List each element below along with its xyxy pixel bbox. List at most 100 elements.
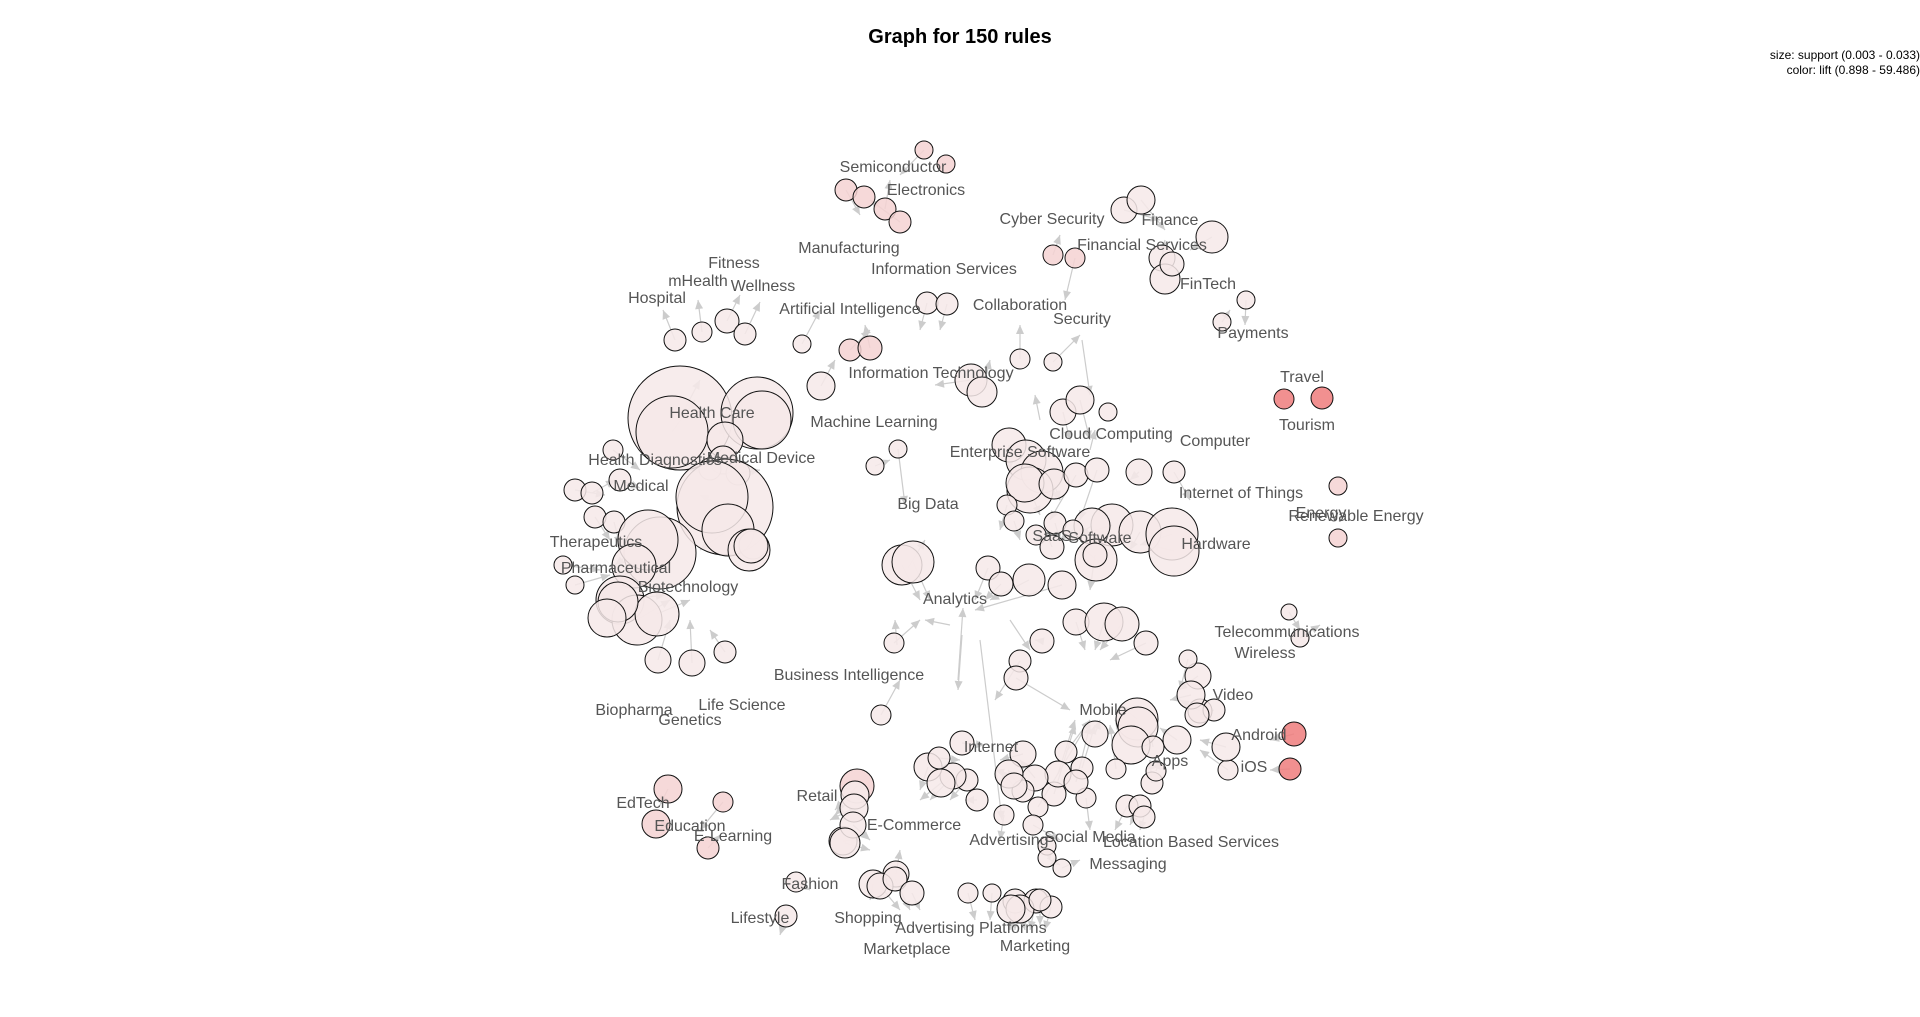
item-label-hospital: Hospital (628, 290, 686, 307)
rule-node (1065, 385, 1095, 415)
edge-arrowhead (1021, 640, 1030, 650)
rule-node (691, 321, 713, 343)
item-label-biopharma: Biopharma (595, 702, 672, 719)
rule-node (865, 456, 885, 476)
edge-arrowhead (918, 320, 927, 330)
edge-arrowhead (686, 620, 695, 630)
edge-arrowhead (1070, 335, 1080, 345)
rule-node (1310, 386, 1334, 410)
edge-arrowhead (899, 495, 908, 505)
rule-node (1000, 772, 1028, 800)
edge-arrowhead (1078, 640, 1087, 650)
edge-arrowhead (894, 850, 903, 860)
item-label-pharmaceutical: Pharmaceutical (561, 560, 671, 577)
rule-node (1082, 542, 1108, 568)
edge-arrowhead (1182, 490, 1190, 500)
rule-node (1278, 757, 1302, 781)
item-label-wireless: Wireless (1234, 645, 1295, 662)
rule-node (713, 640, 737, 664)
rule-node (1104, 606, 1140, 642)
rule-node (1211, 732, 1241, 762)
item-label-hardware: Hardware (1181, 536, 1250, 553)
item-label-computer: Computer (1180, 433, 1251, 450)
edge-arrowhead (1013, 530, 1022, 540)
rule-node (935, 292, 959, 316)
edge-arrowhead (891, 900, 900, 910)
edge-arrowhead (912, 590, 920, 600)
item-label-internet: Internet (964, 739, 1019, 756)
item-label-machine-learning: Machine Learning (810, 414, 937, 431)
rule-node (993, 804, 1015, 826)
edge-arrowhead (778, 925, 787, 935)
edge-arrowhead (1084, 820, 1093, 830)
rule-node (996, 894, 1026, 924)
rule-node (882, 866, 908, 892)
rule-node (888, 210, 912, 234)
edge-arrowhead (1291, 620, 1300, 630)
rule-node (553, 555, 573, 575)
edge-arrowhead (601, 530, 610, 540)
rule-node (966, 376, 998, 408)
edge-arrowhead (950, 790, 959, 800)
edge-arrowhead (1063, 430, 1072, 440)
item-label-energy: Energy (1296, 505, 1347, 522)
rule-node (1039, 534, 1065, 560)
edge-arrowhead (954, 680, 963, 690)
edge-arrowhead (1115, 820, 1123, 830)
edge-arrowhead (1110, 652, 1120, 660)
edge-arrowhead (1087, 580, 1096, 590)
item-label-wellness: Wellness (731, 278, 796, 295)
edge-arrowhead (1100, 640, 1109, 650)
edge-arrowhead (812, 310, 820, 320)
item-label-therapeutics: Therapeutics (550, 534, 643, 551)
edge-arrowhead (1270, 733, 1280, 742)
rule-node (634, 591, 680, 637)
rule-node (580, 481, 604, 505)
rule-node (1162, 460, 1186, 484)
rule-node (1042, 244, 1064, 266)
edge-arrowhead (1053, 235, 1061, 245)
edge-arrowhead (910, 620, 920, 629)
item-label-marketplace: Marketplace (863, 941, 950, 958)
rule-node (852, 185, 876, 209)
edge-arrowhead (1036, 916, 1044, 925)
rule-node (1145, 760, 1167, 782)
item-label-video: Video (1213, 687, 1254, 704)
item-label-education: Education (654, 818, 725, 835)
rule-node (774, 904, 798, 928)
edge-arrowhead (1032, 395, 1041, 405)
edge-arrowhead (986, 910, 995, 920)
rule-node (641, 809, 671, 839)
edge-arrowhead (830, 812, 840, 820)
item-label-life-science: Life Science (698, 697, 785, 714)
rule-node (732, 390, 792, 450)
edge-arrowhead (630, 480, 640, 489)
rule-node (608, 468, 632, 492)
rule-node (792, 334, 812, 354)
rule-node (1236, 290, 1256, 310)
edge-arrowhead (1070, 860, 1080, 868)
edge-arrowhead (662, 310, 671, 320)
edge-arrowhead (922, 590, 930, 600)
item-label-artificial-intelligence: Artificial Intelligence (779, 301, 921, 318)
edge-arrowhead (1088, 430, 1097, 440)
edge-arrowhead (919, 780, 927, 790)
item-label-advertising-platforms: Advertising Platforms (895, 920, 1046, 937)
legend-color: color: lift (0.898 - 59.486) (1786, 63, 1920, 77)
item-label-security: Security (1053, 311, 1111, 328)
rule-node (1084, 457, 1110, 483)
rule-node (1022, 814, 1044, 836)
node-layer (553, 140, 1348, 928)
rule-node (1009, 348, 1031, 370)
item-label-business-intelligence: Business Intelligence (774, 667, 924, 684)
rule-node (678, 649, 706, 677)
edge-arrowhead (827, 360, 835, 370)
item-label-genetics: Genetics (658, 712, 721, 729)
rule-node (1328, 528, 1348, 548)
item-label-payments: Payments (1217, 325, 1288, 342)
rule-node (1217, 759, 1239, 781)
rule-node (733, 528, 769, 564)
rule-node (1132, 805, 1156, 829)
item-label-manufacturing: Manufacturing (798, 240, 899, 257)
edge-arrowhead (630, 461, 640, 470)
